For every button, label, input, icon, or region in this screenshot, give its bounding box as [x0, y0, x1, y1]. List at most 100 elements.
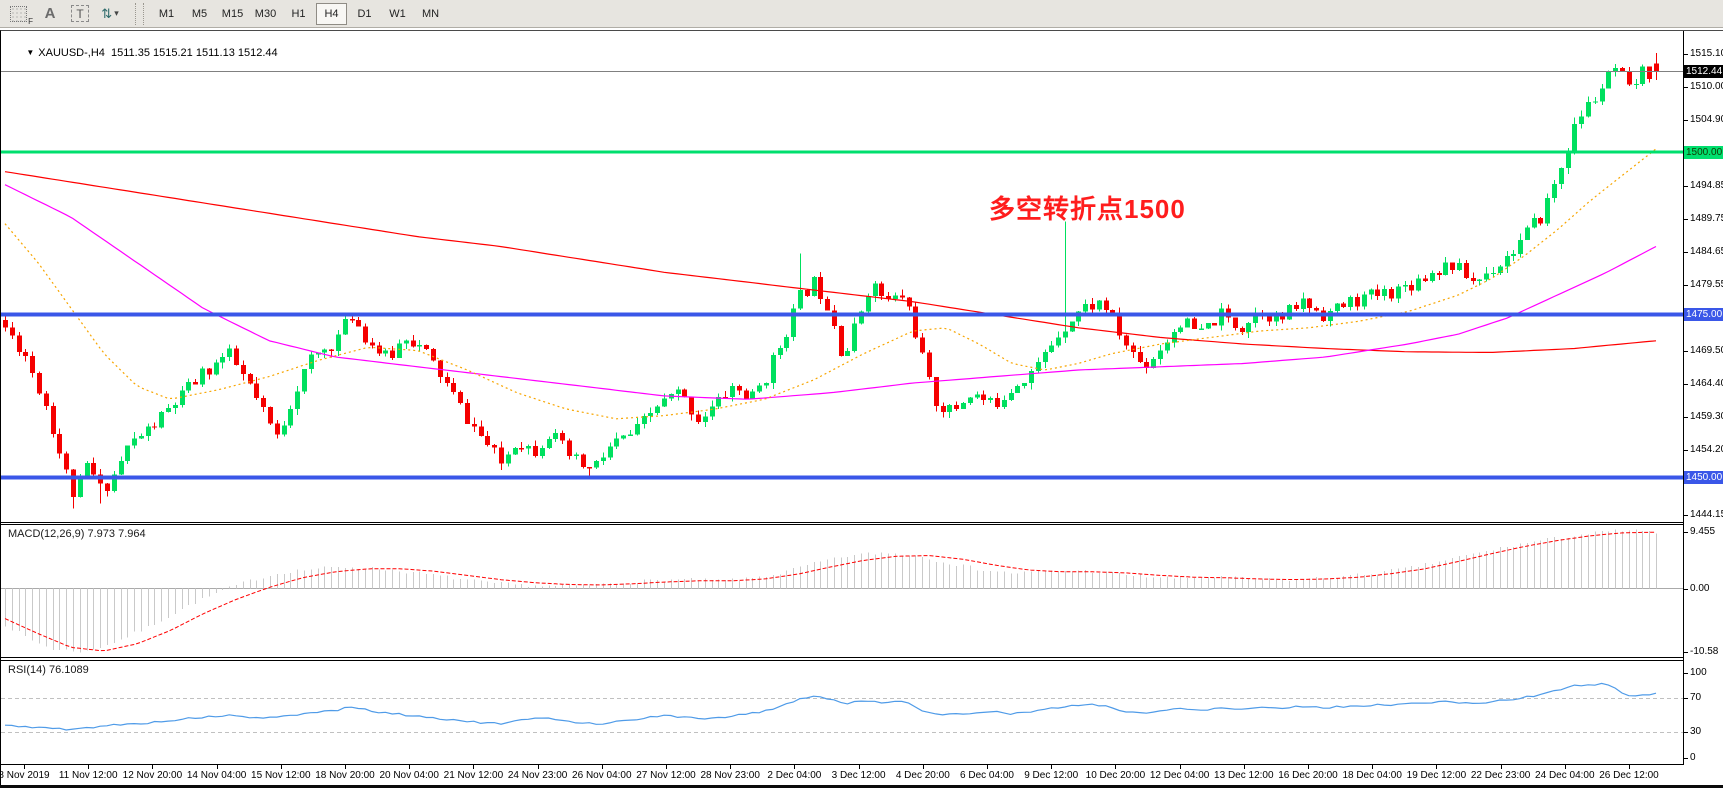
- price-line-label-1475: 1475.00: [1684, 308, 1723, 322]
- macd-indicator-panel[interactable]: MACD(12,26,9) 7.973 7.964: [1, 524, 1683, 658]
- candles-layer: [3, 53, 1659, 509]
- price-line-label-1450: 1450.00: [1684, 470, 1723, 484]
- rsi-tick-mark: [1684, 698, 1688, 700]
- time-tick-mark: [152, 765, 153, 769]
- macd-signal-value: 7.964: [118, 528, 146, 540]
- macd-tick-label: 9.455: [1690, 525, 1716, 537]
- time-tick-mark: [281, 765, 282, 769]
- rsi-indicator-panel[interactable]: RSI(14) 76.1089: [1, 660, 1683, 765]
- time-axis-label: 19 Dec 12:00: [1406, 770, 1467, 781]
- time-axis-label: 24 Dec 04:00: [1535, 770, 1595, 781]
- price-tick-mark: [1684, 53, 1688, 55]
- rsi-value: 76.1089: [48, 664, 89, 676]
- timeframe-button-M1[interactable]: M1: [158, 7, 175, 20]
- ohlc-close: 1512.44: [237, 47, 278, 59]
- macd-chart[interactable]: [1, 525, 1683, 657]
- time-axis-label: 9 Dec 12:00: [1024, 770, 1079, 781]
- arrow-objects-icon[interactable]: ⇅ ▾: [101, 5, 119, 21]
- symbol-dropdown-icon[interactable]: ▼: [26, 48, 35, 57]
- rsi-tick-mark: [1684, 732, 1688, 734]
- price-axis[interactable]: 1515.10 1510.00 1504.90 1494.85 1489.75 1484.…: [1683, 31, 1723, 765]
- price-tick-label: 1504.90: [1690, 114, 1723, 126]
- rsi-tick-mark: [1684, 672, 1688, 674]
- symbol-label: XAUUSD-,H4: [38, 47, 105, 59]
- rsi-label: RSI(14) 76.1089: [8, 664, 89, 676]
- timeframe-button-M30[interactable]: M30: [254, 7, 277, 20]
- price-chart-panel[interactable]: ▼ XAUUSD-,H4 1511.35 1515.21 1511.13 1512…: [1, 31, 1683, 523]
- chart-header: ▼ XAUUSD-,H4 1511.35 1515.21 1511.13 1512…: [8, 35, 278, 71]
- time-axis-label: 4 Dec 20:00: [895, 770, 950, 781]
- price-tick-label: 1444.15: [1690, 509, 1723, 521]
- time-tick-mark: [602, 765, 603, 769]
- ohlc-open: 1511.35: [111, 47, 150, 59]
- rsi-tick-label: 100: [1690, 666, 1707, 678]
- timeframe-button-M5[interactable]: M5: [191, 7, 208, 20]
- time-axis-label: 2 Dec 04:00: [767, 770, 822, 781]
- price-tick-label: 1515.10: [1690, 47, 1723, 59]
- chevron-down-icon[interactable]: ▾: [114, 8, 119, 18]
- time-tick-mark: [409, 765, 410, 769]
- price-tick-mark: [1684, 120, 1688, 122]
- time-tick-mark: [730, 765, 731, 769]
- price-tick-label: 1510.00: [1690, 81, 1723, 93]
- price-line-label-1500: 1500.00: [1684, 145, 1723, 159]
- timeframe-button-M15[interactable]: M15: [221, 7, 244, 20]
- ma-slow-red: [4, 171, 1657, 353]
- ma-fast-orange: [4, 148, 1657, 420]
- time-tick-mark: [1565, 765, 1566, 769]
- text-label-icon[interactable]: T: [71, 5, 89, 22]
- time-axis-label: 24 Nov 23:00: [507, 770, 568, 781]
- time-axis-label: 11 Nov 12:00: [58, 770, 118, 781]
- timeframe-button-MN[interactable]: MN: [421, 7, 440, 20]
- time-axis-label: 3 Dec 12:00: [831, 770, 886, 781]
- chart-window: ▼ XAUUSD-,H4 1511.35 1515.21 1511.13 1512…: [0, 30, 1723, 789]
- time-tick-mark: [88, 765, 89, 769]
- time-tick-mark: [794, 765, 795, 769]
- candlestick-chart[interactable]: [1, 31, 1683, 522]
- price-tick-label: 1484.65: [1690, 245, 1723, 257]
- horizontal-lines-layer: [1, 150, 1683, 480]
- price-tick-mark: [1684, 218, 1688, 220]
- time-axis-label: 26 Dec 12:00: [1599, 770, 1659, 781]
- price-tick-mark: [1684, 416, 1688, 418]
- rsi-tick-label: 30: [1690, 726, 1702, 738]
- time-axis-label: 28 Nov 23:00: [700, 770, 760, 781]
- price-tick-mark: [1684, 383, 1688, 385]
- macd-tick-label: -10.58: [1690, 646, 1719, 658]
- time-tick-mark: [1308, 765, 1309, 769]
- time-tick-mark: [1436, 765, 1437, 769]
- time-tick-mark: [473, 765, 474, 769]
- hline-1450: [1, 475, 1683, 480]
- time-axis-label: 21 Nov 12:00: [443, 770, 504, 781]
- price-tick-mark: [1684, 285, 1688, 287]
- time-axis-label: 10 Dec 20:00: [1085, 770, 1146, 781]
- rsi-chart[interactable]: [1, 661, 1683, 764]
- time-axis-label: 20 Nov 04:00: [379, 770, 439, 781]
- price-tick-label: 1479.55: [1690, 279, 1723, 291]
- text-annotation-icon[interactable]: A: [44, 5, 56, 22]
- timeframe-button-H4[interactable]: H4: [316, 2, 347, 25]
- time-tick-mark: [1180, 765, 1181, 769]
- price-tick-mark: [1684, 87, 1688, 89]
- hline-1475: [1, 312, 1683, 317]
- price-tick-label: 1464.40: [1690, 377, 1723, 389]
- toolbar-separator[interactable]: [135, 2, 144, 25]
- time-tick-mark: [987, 765, 988, 769]
- price-tick-label: 1494.85: [1690, 179, 1723, 191]
- timeframe-button-H1[interactable]: H1: [291, 7, 306, 20]
- price-tick-mark: [1684, 450, 1688, 451]
- rsi-tick-mark: [1684, 757, 1688, 759]
- time-tick-mark: [1115, 765, 1116, 769]
- price-tick-mark: [1684, 185, 1688, 187]
- time-axis-label: 12 Dec 04:00: [1149, 770, 1210, 781]
- timeframe-button-D1[interactable]: D1: [357, 7, 372, 20]
- macd-histogram: [4, 529, 1658, 653]
- ma-mid-magenta: [4, 184, 1657, 400]
- time-axis-label: 16 Dec 20:00: [1278, 770, 1338, 781]
- price-tick-label: 1454.20: [1690, 444, 1723, 455]
- styles-grid-icon[interactable]: F: [10, 5, 33, 26]
- timeframe-button-W1[interactable]: W1: [389, 7, 406, 20]
- price-tick-mark: [1684, 515, 1688, 517]
- macd-tick-mark: [1684, 588, 1688, 590]
- timeframe-toolbar: M1 M5 M15 M30 H1 H4 D1 W1 MN: [150, 2, 447, 25]
